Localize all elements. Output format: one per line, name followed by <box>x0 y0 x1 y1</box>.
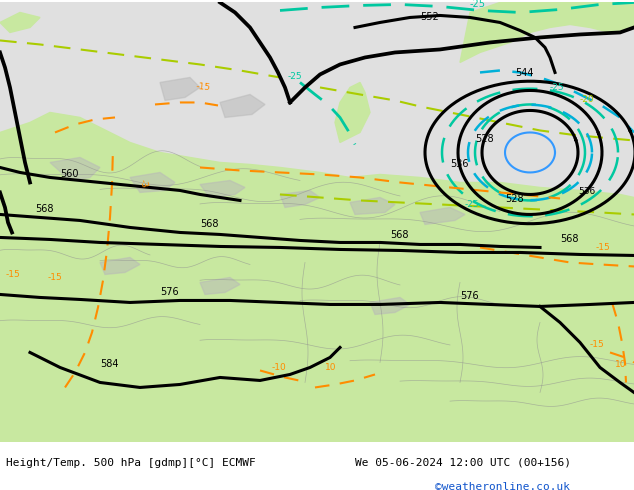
Text: We 05-06-2024 12:00 UTC (00+156): We 05-06-2024 12:00 UTC (00+156) <box>355 458 571 468</box>
Text: 568: 568 <box>560 234 578 245</box>
Text: -15: -15 <box>195 82 210 93</box>
Polygon shape <box>100 257 140 274</box>
Text: ©weatheronline.co.uk: ©weatheronline.co.uk <box>435 482 570 490</box>
Polygon shape <box>280 191 320 207</box>
Text: 10: 10 <box>325 364 337 372</box>
Text: 576: 576 <box>460 292 479 301</box>
Text: 568: 568 <box>200 220 219 229</box>
Text: -25: -25 <box>470 0 486 9</box>
Polygon shape <box>130 172 175 193</box>
Text: -25: -25 <box>465 200 480 209</box>
Polygon shape <box>370 297 410 315</box>
Text: 10: 10 <box>615 361 626 369</box>
Polygon shape <box>0 12 40 32</box>
Polygon shape <box>200 180 245 197</box>
Text: -15: -15 <box>48 273 63 282</box>
Text: 536: 536 <box>450 159 469 170</box>
Polygon shape <box>160 77 200 100</box>
Text: 576: 576 <box>160 288 179 297</box>
Text: 568: 568 <box>390 230 408 241</box>
Polygon shape <box>350 197 395 215</box>
Text: -15: -15 <box>6 270 21 279</box>
Text: Height/Temp. 500 hPa [gdmp][°C] ECMWF: Height/Temp. 500 hPa [gdmp][°C] ECMWF <box>6 458 256 468</box>
Text: -25: -25 <box>550 83 565 93</box>
Text: 584: 584 <box>100 360 119 369</box>
Polygon shape <box>200 277 240 294</box>
Polygon shape <box>460 2 634 62</box>
Text: -25: -25 <box>288 73 302 81</box>
Text: -3: -3 <box>138 178 149 190</box>
Text: 552: 552 <box>420 12 439 23</box>
Text: -10: -10 <box>272 364 287 372</box>
Text: 560: 560 <box>60 170 79 179</box>
Text: 544: 544 <box>515 68 533 78</box>
Text: 536: 536 <box>578 188 595 196</box>
Polygon shape <box>0 113 634 442</box>
Polygon shape <box>335 82 370 143</box>
Polygon shape <box>50 157 100 180</box>
Text: -15: -15 <box>590 341 605 349</box>
Text: 528: 528 <box>475 134 494 145</box>
Polygon shape <box>220 95 265 118</box>
Text: 528: 528 <box>505 195 524 204</box>
Text: -20: -20 <box>580 96 595 104</box>
Polygon shape <box>420 207 465 224</box>
Text: 568: 568 <box>35 204 53 215</box>
Text: -15: -15 <box>596 244 611 252</box>
